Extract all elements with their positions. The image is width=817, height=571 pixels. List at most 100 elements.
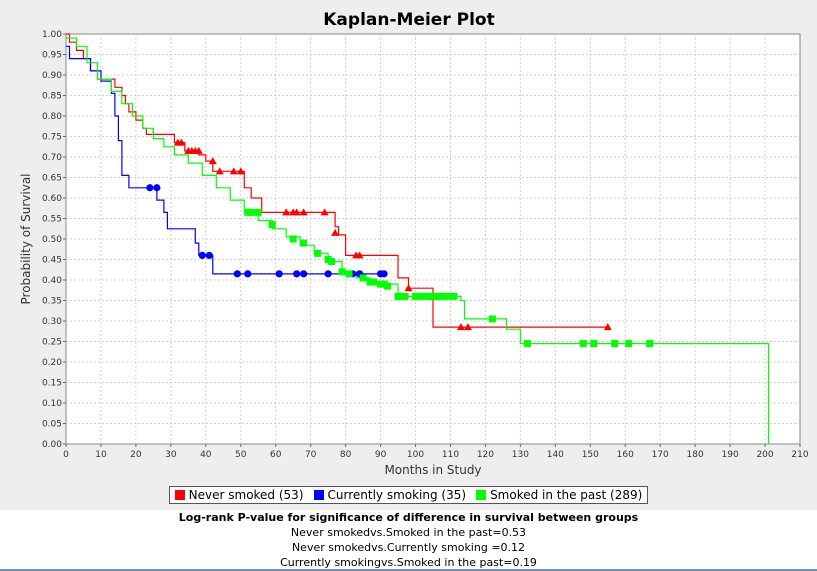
legend-item-never-smoked: Never smoked (53): [174, 488, 304, 502]
x-axis-label: Months in Study: [384, 463, 481, 477]
legend-item-smoked-in-the-past: Smoked in the past (289): [476, 488, 642, 502]
never-smoked-censor-marker: [456, 323, 465, 331]
currently-smoking-censor-marker: [293, 270, 301, 278]
never-smoked-censor-marker: [404, 284, 413, 292]
never-smoked-censor-marker: [299, 208, 308, 216]
stats-line-never-vs-current: Never smokedvs.Currently smoking =0.12: [291, 541, 526, 554]
stats-header: Log-rank P-value for significance of dif…: [178, 511, 639, 524]
smoked-in-the-past-censor-marker: [611, 340, 619, 348]
currently-smoking-censor-marker: [380, 270, 388, 278]
currently-smoking-censor-marker: [275, 270, 283, 278]
x-tick-label: 80: [340, 450, 352, 460]
x-tick-label: 60: [270, 450, 282, 460]
legend-label: Never smoked (53): [188, 488, 304, 502]
y-tick-label: 0.60: [42, 194, 62, 204]
smoked-in-the-past-censor-marker: [268, 221, 276, 229]
y-tick-label: 0.50: [42, 235, 62, 245]
x-tick-label: 180: [687, 450, 704, 460]
smoked-in-the-past-censor-marker: [254, 208, 262, 216]
smoked-in-the-past-censor-marker: [384, 282, 392, 290]
x-tick-label: 40: [200, 450, 212, 460]
smoked-in-the-past-censor-marker: [646, 340, 654, 348]
smoked-in-the-past-censor-marker: [300, 239, 308, 247]
currently-smoking-censor-marker: [233, 270, 241, 278]
stats-line-never-vs-past: Never smokedvs.Smoked in the past=0.53: [290, 526, 527, 539]
legend-item-currently-smoking: Currently smoking (35): [313, 488, 467, 502]
smoked-in-the-past-censor-marker: [359, 274, 367, 282]
x-tick-label: 190: [722, 450, 739, 460]
smoked-in-the-past-censor-marker: [625, 340, 633, 348]
y-tick-label: 0.25: [42, 338, 62, 348]
currently-smoking-censor-marker: [324, 270, 332, 278]
y-tick-label: 0.05: [42, 420, 62, 430]
never-smoked-censor-marker: [229, 167, 238, 175]
bottom-divider: [0, 569, 817, 571]
smoked-in-the-past-censor-marker: [443, 292, 451, 300]
smoked-in-the-past-censor-marker: [247, 208, 255, 216]
legend-label: Smoked in the past (289): [490, 488, 643, 502]
y-tick-label: 0.40: [42, 276, 62, 286]
legend-box: Never smoked (53) Currently smoking (35) S…: [168, 486, 649, 504]
y-tick-label: 0.10: [42, 399, 62, 409]
stats-line-current-vs-past: Currently smokingvs.Smoked in the past=0…: [280, 556, 537, 569]
x-tick-label: 100: [407, 450, 424, 460]
currently-smoking-censor-marker: [146, 184, 154, 192]
legend-label: Currently smoking (35): [327, 488, 467, 502]
currently-smoking-censor-marker: [244, 270, 252, 278]
currently-smoking-survival-line: [66, 45, 385, 275]
y-tick-label: 0.55: [42, 215, 62, 225]
x-tick-label: 120: [477, 450, 494, 460]
smoked-in-the-past-censor-marker: [412, 292, 420, 300]
x-tick-label: 110: [442, 450, 459, 460]
smoked-in-the-past-censor-marker: [338, 268, 346, 276]
smoked-in-the-past-censor-marker: [488, 315, 496, 323]
y-tick-label: 0.30: [42, 317, 62, 327]
never-smoked-censor-marker: [282, 208, 291, 216]
y-tick-label: 0.85: [42, 92, 62, 102]
currently-smoking-censor-marker: [153, 184, 161, 192]
smoked-in-the-past-censor-marker: [590, 340, 598, 348]
smoked-in-the-past-censor-marker: [345, 270, 353, 278]
smoked-in-the-past-censor-marker: [419, 292, 427, 300]
smoked-in-the-past-censor-marker: [450, 292, 458, 300]
legend-swatch: [174, 490, 185, 500]
kaplan-meier-chart: Kaplan-Meier Plot 0 10 20 30 40 50 60 70 80 90 100…: [19, 10, 809, 477]
smoked-in-the-past-censor-marker: [579, 340, 587, 348]
legend: Never smoked (53) Currently smoking (35) S…: [0, 485, 817, 504]
never-smoked-censor-marker: [331, 228, 340, 236]
y-tick-label: 0.20: [42, 358, 62, 368]
never-smoked-censor-marker: [603, 323, 612, 331]
smoked-in-the-past-censor-marker: [289, 235, 297, 243]
x-tick-label: 10: [95, 450, 107, 460]
smoked-in-the-past-censor-marker: [436, 292, 444, 300]
x-tick-label: 90: [375, 450, 387, 460]
chart-title: Kaplan-Meier Plot: [323, 10, 494, 30]
y-tick-label: 0.45: [42, 256, 62, 266]
never-smoked-censor-marker: [215, 167, 224, 175]
currently-smoking-censor-marker: [198, 251, 206, 259]
y-tick-label: 0.35: [42, 297, 62, 307]
log-rank-stats: Log-rank P-value for significance of dif…: [0, 510, 817, 570]
x-tick-label: 200: [756, 450, 773, 460]
smoked-in-the-past-censor-marker: [370, 278, 378, 286]
x-tick-label: 50: [235, 450, 247, 460]
x-tick-label: 150: [582, 450, 599, 460]
y-tick-label: 0.00: [42, 440, 62, 450]
y-tick-label: 0.70: [42, 153, 62, 163]
never-smoked-censor-marker: [320, 208, 329, 216]
x-tick-label: 160: [617, 450, 634, 460]
smoked-in-the-past-censor-marker: [523, 340, 531, 348]
y-tick-label: 0.65: [42, 174, 62, 184]
never-smoked-censor-marker: [463, 323, 472, 331]
never-smoked-censor-marker: [236, 167, 245, 175]
plot-area: [65, 33, 801, 445]
never-smoked-censor-marker: [292, 208, 301, 216]
currently-smoking-censor-marker: [300, 270, 308, 278]
smoked-in-the-past-censor-marker: [401, 292, 409, 300]
legend-swatch: [313, 490, 324, 500]
x-tick-label: 0: [63, 450, 69, 460]
never-smoked-censor-marker: [208, 157, 217, 165]
x-tick-label: 140: [547, 450, 564, 460]
smoked-in-the-past-censor-marker: [328, 258, 336, 266]
never-smoked-censor-marker: [177, 138, 186, 146]
